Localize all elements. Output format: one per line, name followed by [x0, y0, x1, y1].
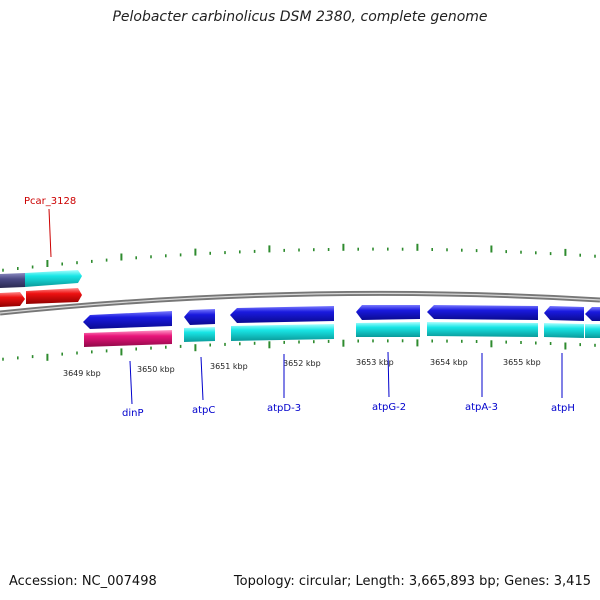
gene-arrow-atpa-3-rna[interactable]: [427, 322, 538, 337]
reverse-strand-genes: [83, 305, 600, 347]
scale-labels: 3649 kbp 3650 kbp 3651 kbp 3652 kbp 3653…: [63, 358, 541, 378]
gene-arrow-dinp[interactable]: [83, 311, 172, 329]
leader-atpc: [200, 356, 204, 401]
scale-label-3651: 3651 kbp: [210, 362, 248, 371]
genome-title: Pelobacter carbinolicus DSM 2380, comple…: [112, 9, 488, 25]
tick-marks-outer: [2, 243, 596, 272]
scale-label-3650: 3650 kbp: [137, 365, 175, 374]
gene-label-atpd-3[interactable]: atpD-3: [267, 403, 301, 414]
gene-arrow-atpd-3-rna[interactable]: [231, 324, 334, 341]
gene-label-atpc[interactable]: atpC: [192, 405, 215, 416]
scale-label-3653: 3653 kbp: [356, 358, 394, 367]
gene-label-leaders: [48, 208, 563, 405]
gene-label-pcar-3128[interactable]: Pcar_3128: [24, 196, 76, 207]
accession-text: Accession: NC_007498: [9, 574, 157, 589]
gene-label-dinp[interactable]: dinP: [122, 408, 144, 419]
gene-label-atph[interactable]: atpH: [551, 403, 575, 414]
genome-summary-text: Topology: circular; Length: 3,665,893 bp…: [233, 574, 591, 589]
scale-label-3652: 3652 kbp: [283, 359, 321, 368]
gene-arrow-next-rna[interactable]: [585, 324, 600, 338]
tick-marks-inner: [2, 339, 596, 361]
gene-arrow-atpg-2[interactable]: [356, 305, 420, 320]
gene-arrow-atpd-3[interactable]: [230, 306, 334, 323]
gene-arrow-atpc[interactable]: [184, 309, 215, 325]
gene-arrow-atpc-rna[interactable]: [184, 327, 215, 342]
gene-arrow-pcar-3128[interactable]: [25, 270, 82, 287]
scale-label-3655: 3655 kbp: [503, 358, 541, 367]
gene-arrow-atpg-2-rna[interactable]: [356, 322, 420, 337]
gene-arrow-next[interactable]: [585, 307, 600, 321]
gene-arrow-red-1[interactable]: [0, 292, 25, 307]
gene-arrow-atph[interactable]: [544, 306, 584, 321]
gene-label-atpa-3[interactable]: atpA-3: [465, 402, 498, 413]
gene-labels: Pcar_3128 dinP atpC atpD-3 atpG-2 atpA-3…: [24, 196, 575, 419]
gene-arrow-dinp-rna[interactable]: [84, 330, 172, 347]
gene-label-atpg-2[interactable]: atpG-2: [372, 402, 406, 413]
scale-label-3649: 3649 kbp: [63, 369, 101, 378]
gene-arrow-atpa-3[interactable]: [427, 305, 538, 320]
gene-arrow-red-2[interactable]: [26, 288, 82, 304]
gene-arrow-slate[interactable]: [0, 273, 25, 288]
leader-atpg-2: [387, 351, 390, 398]
scale-label-3654: 3654 kbp: [430, 358, 468, 367]
leader-dinp: [129, 360, 133, 405]
leader-pcar-3128: [48, 208, 52, 258]
genome-backbone-highlight: [0, 292, 600, 314]
forward-strand-genes: [0, 270, 82, 307]
gene-arrow-atph-rna[interactable]: [544, 323, 584, 338]
